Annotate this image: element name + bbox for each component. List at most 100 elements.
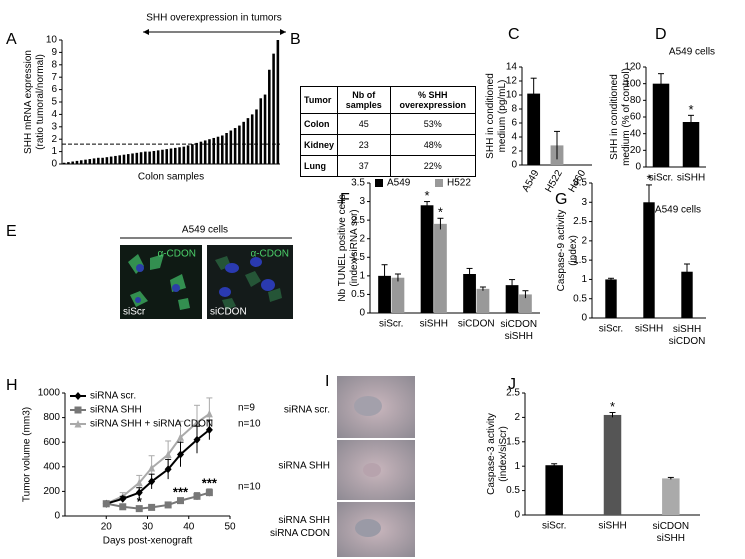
text-line: siCDON [500, 319, 537, 330]
bar [173, 147, 177, 164]
bar [75, 160, 79, 164]
y-tick-label: 60 [630, 112, 642, 123]
bar [203, 140, 207, 164]
y-tick-label: 2 [359, 233, 365, 244]
bar [126, 154, 130, 164]
y-tick-label: 1 [359, 270, 365, 281]
y-tick-label: 1.5 [506, 436, 520, 447]
label-line: siRNA CDON [270, 528, 330, 539]
legend-label: siRNA SHH [90, 405, 142, 416]
micrograph [120, 245, 202, 319]
table-cell: 45 [337, 113, 391, 135]
y-tick-label: 0 [581, 313, 587, 324]
bar [276, 40, 280, 164]
table-cell: Lung [299, 155, 339, 177]
x-tick-label: 40 [183, 522, 195, 533]
bar [246, 118, 250, 164]
x-tick-label: siSHH [598, 521, 626, 532]
y-axis-label: Caspase-3 activity(index/siScr) [486, 413, 509, 495]
annotation: * [610, 399, 615, 414]
bar [652, 83, 670, 167]
tumor [355, 519, 381, 537]
x-tick-label: siCDON [458, 319, 495, 330]
y-tick-label: 7 [51, 72, 57, 83]
bar [605, 279, 617, 318]
x-tick-label: siScr. [379, 319, 403, 330]
y-tick-label: 3 [581, 197, 587, 208]
bar [238, 125, 241, 164]
bar [527, 93, 541, 165]
bar [169, 148, 173, 164]
bar [268, 69, 271, 164]
text-line: siCDON [669, 336, 706, 347]
table-cell: 37 [337, 155, 391, 177]
y-axis-label: SHH in conditionedmedium (% of control) [609, 68, 632, 166]
y-tick-label: 20 [630, 145, 642, 156]
tumor [354, 396, 382, 416]
point [164, 450, 172, 458]
panel-letter: G [555, 191, 567, 208]
text-line: (index/siScr) [498, 426, 509, 482]
x-tick-label: 50 [224, 522, 236, 533]
table-cell: Kidney [299, 134, 339, 156]
table-row: Colon 45 53% [299, 113, 477, 135]
bar [682, 122, 700, 167]
y-tick-label: 1000 [38, 388, 61, 399]
legend-swatch [375, 179, 383, 187]
y-axis-label: SHH mRNA expression(ratio tumoral/normal… [23, 50, 46, 154]
bar [71, 161, 74, 164]
bar [229, 130, 233, 164]
bar [233, 128, 237, 164]
annotation: * [688, 102, 693, 117]
y-tick-label: 14 [506, 62, 518, 73]
bar [242, 121, 245, 164]
table-row: Kidney 23 48% [299, 134, 477, 156]
text-line: siCDON [652, 521, 689, 532]
text-line: siSHH [505, 331, 533, 342]
text-line: SHH in conditioned [485, 73, 496, 159]
bar [144, 151, 147, 164]
text-line: siSHH [657, 533, 685, 544]
table-row: Lung 37 22% [299, 155, 477, 177]
y-tick-label: 120 [624, 62, 641, 73]
bar [463, 274, 476, 313]
bar [476, 288, 490, 313]
series-line [105, 429, 210, 505]
y-tick-label: 100 [624, 78, 641, 89]
bar [161, 149, 164, 164]
text-line: Nb TUNEL positive cells [337, 194, 348, 301]
y-tick-label: 1 [581, 274, 587, 285]
x-tick-label: siSHH [677, 173, 705, 184]
chart-title: SHH overexpression in tumors [146, 13, 282, 24]
table-cell: 22% [389, 155, 477, 177]
bar [178, 147, 181, 164]
annotation: * [438, 205, 443, 220]
bar [545, 465, 563, 515]
condition-label: siRNA SHH siRNA CDON [270, 515, 330, 539]
bar [135, 152, 139, 164]
x-tick-label: siScr. [599, 324, 623, 335]
y-tick-label: 200 [43, 486, 60, 497]
bar [67, 162, 70, 164]
x-tick-label: siSHH [420, 319, 448, 330]
x-tick-label: siScr. [649, 173, 673, 184]
text-line: SHH in conditioned [609, 74, 620, 160]
bar [255, 109, 258, 164]
series-end-label: n=10 [238, 419, 261, 430]
y-tick-label: 2.5 [506, 388, 520, 399]
legend-label: siRNA SHH + siRNA CDON [90, 419, 213, 430]
point [135, 505, 143, 513]
y-tick-label: 8 [51, 59, 57, 70]
point [193, 435, 201, 444]
bar [92, 158, 96, 164]
y-tick-label: 5 [51, 97, 57, 108]
x-axis-label: Colon samples [138, 172, 204, 183]
y-tick-label: 0 [511, 160, 517, 171]
bar [662, 478, 680, 515]
stain-label: α-CDON [250, 249, 289, 260]
series-end-label: n=10 [238, 481, 261, 492]
condition-label: siCDON [210, 307, 247, 318]
annotation: *** [202, 475, 218, 490]
